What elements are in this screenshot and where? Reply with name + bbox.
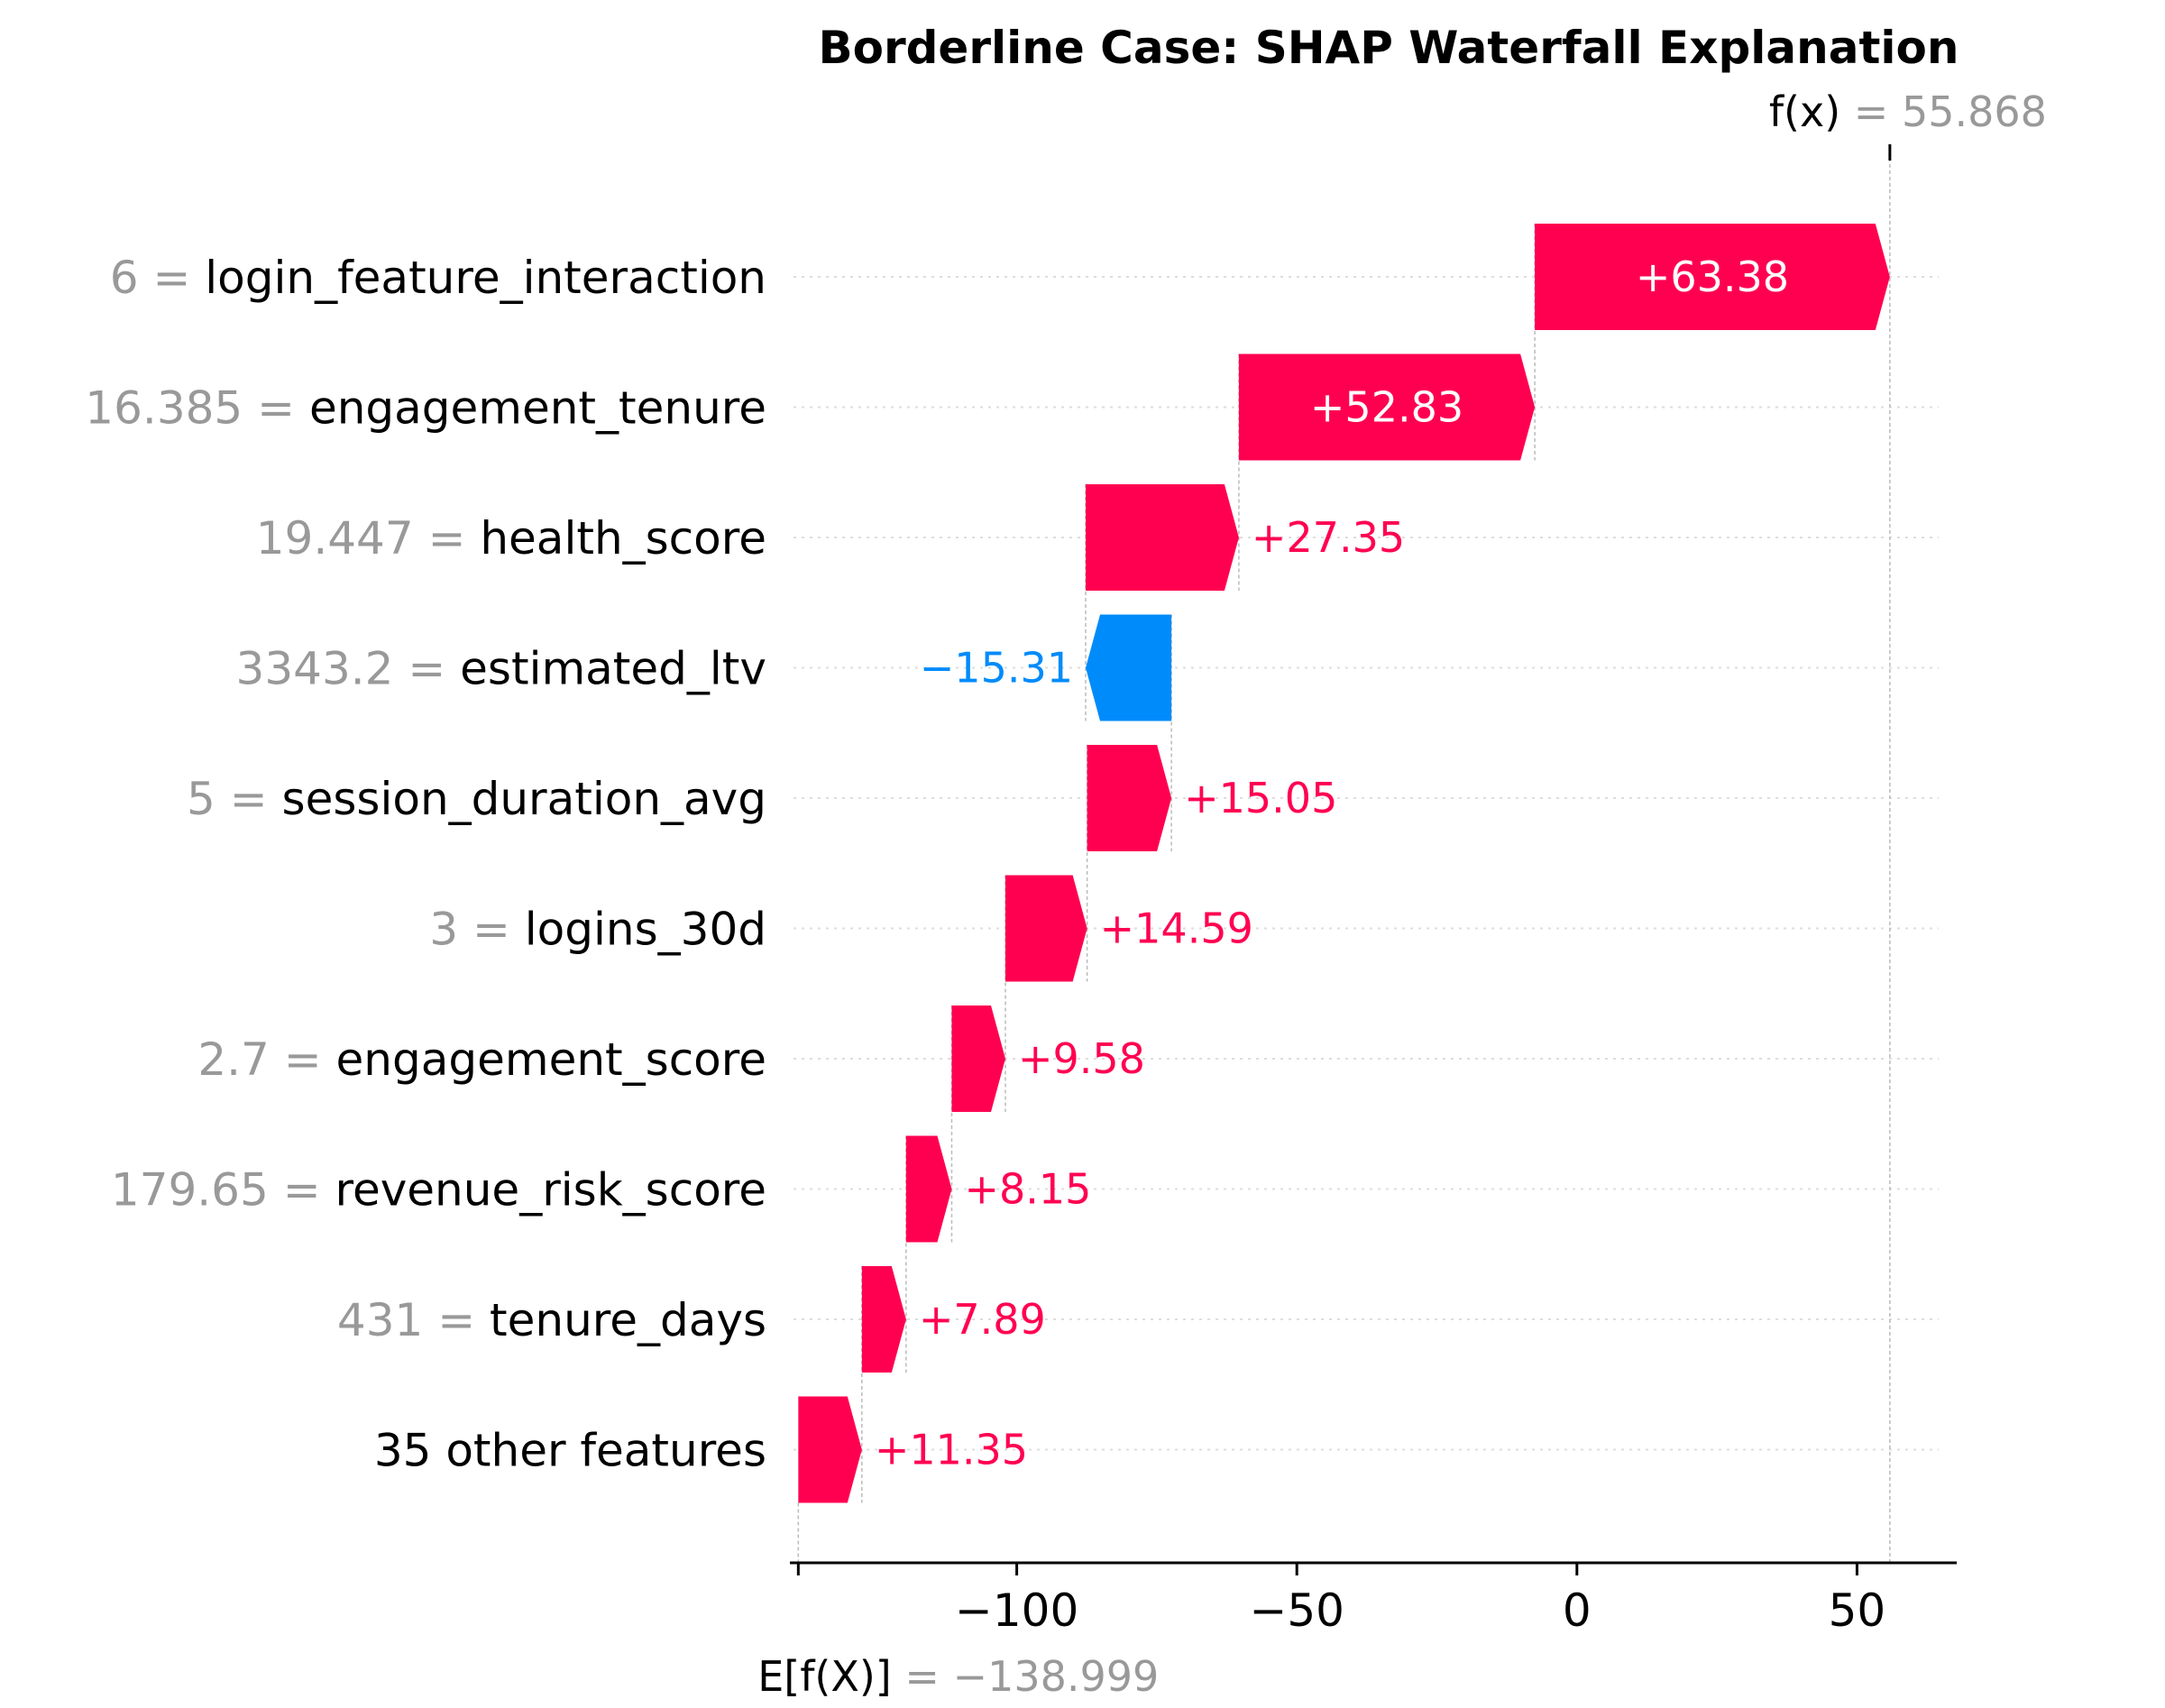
bar-value-label: +14.59: [1100, 905, 1253, 953]
x-tick-label: 50: [1829, 1584, 1886, 1637]
waterfall-bar: [1087, 745, 1172, 851]
feature-value: 16.385 =: [85, 382, 309, 435]
feature-label: 6 = login_feature_interaction: [110, 252, 766, 304]
waterfall-bar: [861, 1266, 906, 1373]
feature-value: 5 =: [187, 773, 282, 825]
feature-name: health_score: [480, 512, 766, 565]
waterfall-bar: [1238, 354, 1536, 461]
feature-value: 2.7 =: [197, 1033, 335, 1086]
feature-value: 3343.2 =: [236, 643, 461, 695]
waterfall-bar: [1086, 614, 1172, 721]
feature-label: 35 other features: [374, 1425, 766, 1477]
feature-label: 431 = tenure_days: [337, 1294, 766, 1346]
waterfall-bar: [1535, 224, 1890, 330]
waterfall-bar: [951, 1006, 1005, 1112]
feature-name: revenue_risk_score: [335, 1164, 766, 1217]
feature-label: 3 = logins_30d: [429, 904, 766, 956]
base-value-annotation: E[f(X)] = −138.999: [757, 1652, 1159, 1701]
feature-name: engagement_tenure: [309, 382, 766, 435]
feature-value: 6 =: [110, 252, 206, 304]
feature-name: tenure_days: [490, 1294, 766, 1346]
waterfall-bar: [798, 1396, 862, 1503]
feature-value: 3 =: [429, 904, 525, 956]
base-value-number: = −138.999: [892, 1652, 1160, 1701]
feature-value: 431 =: [337, 1294, 490, 1346]
x-tick-label: −100: [955, 1584, 1078, 1637]
bar-value-label: −15.31: [920, 644, 1073, 693]
output-value-symbol: f(x): [1769, 87, 1840, 136]
output-value-number: = 55.868: [1840, 87, 2047, 136]
chart-title: Borderline Case: SHAP Waterfall Explanat…: [819, 22, 1959, 74]
bar-value-label: +15.05: [1184, 774, 1337, 822]
feature-label: 16.385 = engagement_tenure: [85, 382, 766, 435]
bar-value-label: +9.58: [1018, 1034, 1145, 1083]
feature-name: 35 other features: [374, 1425, 766, 1477]
waterfall-bar: [1005, 875, 1087, 982]
bar-value-label: +27.35: [1252, 513, 1405, 562]
output-value-annotation: f(x) = 55.868: [1769, 87, 2047, 136]
feature-name: logins_30d: [525, 904, 766, 956]
x-tick-label: −50: [1249, 1584, 1344, 1637]
bar-value-label: +52.83: [1310, 383, 1463, 432]
feature-label: 2.7 = engagement_score: [197, 1033, 766, 1086]
base-value-symbol: E[f(X)]: [757, 1652, 892, 1701]
waterfall-bar: [905, 1135, 952, 1243]
x-tick-label: 0: [1563, 1584, 1592, 1637]
feature-value: 179.65 =: [111, 1164, 335, 1217]
waterfall-bar: [1086, 484, 1239, 591]
feature-label: 5 = session_duration_avg: [187, 773, 766, 825]
bar-value-label: +11.35: [875, 1426, 1028, 1474]
bar-value-label: +63.38: [1636, 253, 1789, 301]
feature-name: login_feature_interaction: [205, 252, 766, 304]
feature-label: 179.65 = revenue_risk_score: [111, 1164, 766, 1217]
feature-label: 19.447 = health_score: [256, 512, 766, 565]
feature-name: session_duration_avg: [282, 773, 766, 825]
feature-value: 19.447 =: [256, 512, 481, 565]
feature-name: estimated_ltv: [460, 643, 766, 695]
bar-value-label: +7.89: [919, 1295, 1046, 1344]
feature-name: engagement_score: [336, 1033, 766, 1086]
bar-value-label: +8.15: [964, 1165, 1091, 1214]
feature-label: 3343.2 = estimated_ltv: [236, 643, 766, 695]
